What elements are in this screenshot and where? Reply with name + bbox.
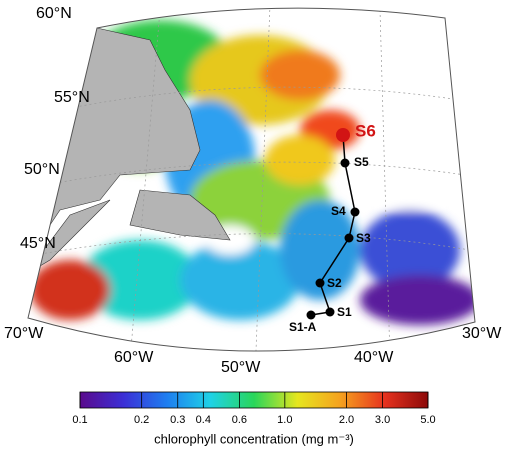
tick-label: 0.2 xyxy=(134,414,149,426)
lat-label: 50°N xyxy=(24,161,60,178)
tick-label: 1.0 xyxy=(277,414,292,426)
lon-label: 70°W xyxy=(4,325,44,342)
tick-label: 3.0 xyxy=(375,414,390,426)
station-label: S1-A xyxy=(289,320,317,334)
station xyxy=(350,207,360,217)
tick-label: 0.3 xyxy=(170,414,185,426)
tick-label: 0.6 xyxy=(232,414,247,426)
tick-label: 5.0 xyxy=(420,414,435,426)
station-label: S1 xyxy=(337,305,352,319)
lon-label: 30°W xyxy=(462,325,502,342)
lat-label: 60°N xyxy=(36,5,72,22)
chlorophyll-field xyxy=(28,8,475,352)
colorbar-gradient xyxy=(79,391,429,409)
tick-label: 0.4 xyxy=(196,414,211,426)
station xyxy=(336,128,350,142)
lon-label: 60°W xyxy=(114,349,154,366)
station xyxy=(340,158,350,168)
station-label: S5 xyxy=(354,155,369,169)
lon-label: 50°W xyxy=(221,359,261,376)
graticule xyxy=(34,8,471,352)
tick-label: 0.1 xyxy=(72,414,87,426)
station-label: S4 xyxy=(331,204,346,218)
colorbar: chlorophyll concentration (mg m⁻³) 0.1 0.… xyxy=(72,391,436,446)
station-label: S6 xyxy=(355,121,376,140)
land xyxy=(129,189,231,241)
tick-label: 2.0 xyxy=(339,414,354,426)
map: S6 S5 S4 S3 S2 S1 S1-A 60°N 55°N 50°N 45… xyxy=(4,5,502,376)
lat-label: 55°N xyxy=(54,89,90,106)
station xyxy=(306,310,316,320)
station-label: S3 xyxy=(356,231,371,245)
lon-label: 40°W xyxy=(354,349,394,366)
map-border xyxy=(27,7,476,352)
station xyxy=(344,233,354,243)
station xyxy=(315,278,325,288)
lat-label: 45°N xyxy=(20,235,56,252)
station xyxy=(325,307,335,317)
colorbar-label: chlorophyll concentration (mg m⁻³) xyxy=(154,431,354,446)
station-label: S2 xyxy=(327,276,342,290)
